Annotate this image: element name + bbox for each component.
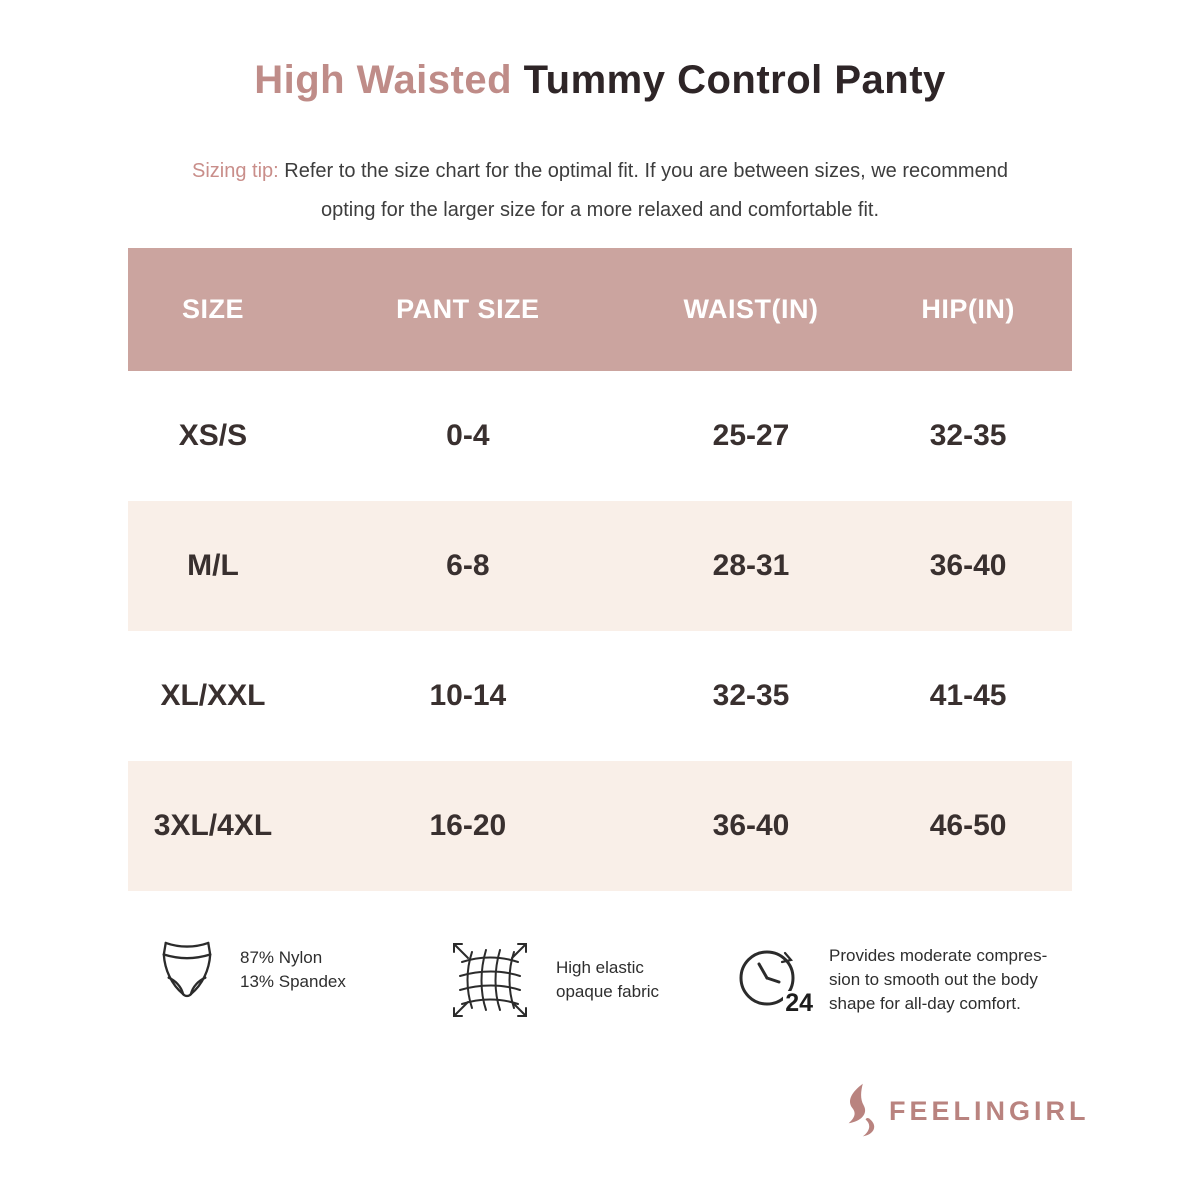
cell-pant-size: 0-4 <box>446 419 490 452</box>
cell-hip: 36-40 <box>929 549 1007 582</box>
size-table: SIZE PANT SIZE WAIST(IN) HIP(IN) XS/S 0-… <box>128 248 1072 891</box>
flame-logo-icon <box>843 1083 875 1139</box>
cell-hip: 46-50 <box>929 809 1007 842</box>
cell-waist: 25-27 <box>712 419 790 452</box>
column-header-waist: WAIST(IN) <box>683 294 819 324</box>
cell-size: XL/XXL <box>160 679 266 712</box>
table-header-row: SIZE PANT SIZE WAIST(IN) HIP(IN) <box>128 248 1072 371</box>
feature-text: 87% Nylon 13% Spandex <box>240 946 346 994</box>
sizing-tip: Sizing tip: Refer to the size chart for … <box>0 152 1200 230</box>
feature-line: 13% Spandex <box>240 972 346 991</box>
clock-24h-icon: 24 <box>733 944 815 1016</box>
feature-line: sion to smooth out the body <box>829 970 1038 989</box>
cell-pant-size: 10-14 <box>429 679 507 712</box>
feature-line: High elastic <box>556 958 644 977</box>
cell-waist: 36-40 <box>712 809 790 842</box>
column-header-hip: HIP(IN) <box>921 294 1015 324</box>
feature-line: shape for all-day comfort. <box>829 994 1021 1013</box>
cell-size: XS/S <box>178 419 248 452</box>
sizing-tip-text1: Refer to the size chart for the optimal … <box>284 160 1008 182</box>
page-title: High Waisted Tummy Control Panty <box>0 58 1200 103</box>
title-accent: High Waisted <box>254 58 513 102</box>
cell-pant-size: 16-20 <box>429 809 507 842</box>
stretch-mesh-fabric-icon <box>448 938 532 1022</box>
title-rest: Tummy Control Panty <box>523 58 946 102</box>
feature-text: High elastic opaque fabric <box>556 956 659 1004</box>
sizing-tip-line1: Sizing tip: Refer to the size chart for … <box>0 152 1200 191</box>
cell-waist: 32-35 <box>712 679 790 712</box>
table-row: XS/S 0-4 25-27 32-35 <box>128 371 1072 501</box>
panty-outline-icon <box>158 938 216 1002</box>
feature-elastic-fabric: High elastic opaque fabric <box>448 938 659 1022</box>
cell-hip: 41-45 <box>929 679 1007 712</box>
cell-hip: 32-35 <box>929 419 1007 452</box>
feature-line: opaque fabric <box>556 982 660 1001</box>
feature-line: Provides moderate compres- <box>829 946 1048 965</box>
table-row: M/L 6-8 28-31 36-40 <box>128 501 1072 631</box>
column-header-pant-size: PANT SIZE <box>396 294 540 324</box>
sizing-tip-label: Sizing tip: <box>192 160 279 182</box>
cell-waist: 28-31 <box>712 549 790 582</box>
feature-fabric-composition: 87% Nylon 13% Spandex <box>158 938 346 1002</box>
feature-line: 87% Nylon <box>240 948 323 967</box>
feature-all-day-comfort: 24 Provides moderate compres- sion to sm… <box>733 944 1047 1016</box>
clock-24-label: 24 <box>783 989 815 1017</box>
table-row: 3XL/4XL 16-20 36-40 46-50 <box>128 761 1072 891</box>
cell-pant-size: 6-8 <box>446 549 490 582</box>
sizing-tip-line2: opting for the larger size for a more re… <box>320 199 880 221</box>
column-header-size: SIZE <box>181 294 244 324</box>
cell-size: 3XL/4XL <box>153 809 273 842</box>
brand-logo: FEELINGIRL <box>843 1083 1090 1139</box>
feature-text: Provides moderate compres- sion to smoot… <box>829 944 1047 1016</box>
table-row: XL/XXL 10-14 32-35 41-45 <box>128 631 1072 761</box>
cell-size: M/L <box>187 549 239 582</box>
brand-name: FEELINGIRL <box>889 1095 1090 1126</box>
